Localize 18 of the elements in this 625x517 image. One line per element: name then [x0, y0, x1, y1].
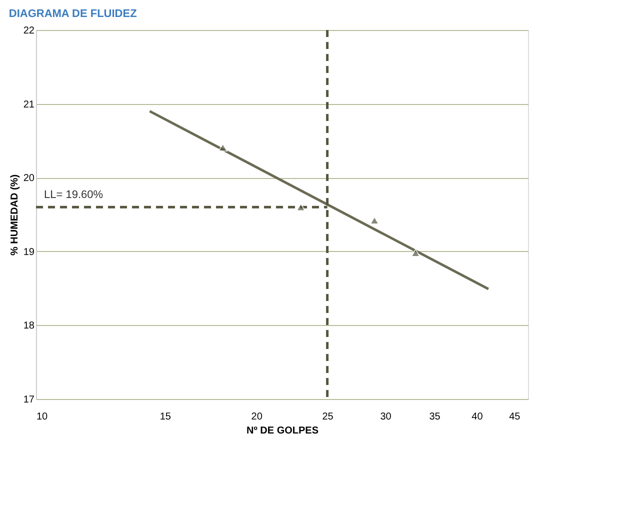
- y-tick-label: 21: [23, 99, 35, 110]
- y-tick-label: 19: [23, 246, 35, 258]
- y-axis-title: % HUMEDAD (%): [9, 174, 20, 256]
- x-axis-title: Nº DE GOLPES: [246, 426, 319, 436]
- x-tick-label: 10: [36, 412, 48, 422]
- x-tick-label: 30: [380, 412, 392, 422]
- x-tick-label: 35: [429, 412, 441, 422]
- x-tick-label: 25: [322, 412, 334, 422]
- y-tick-label: 17: [23, 394, 35, 406]
- y-tick-label: 22: [23, 26, 35, 36]
- x-tick-label: 20: [251, 412, 263, 422]
- ref-line-label: LL= 19.60%: [44, 189, 104, 202]
- chart-title: DIAGRAMA DE FLUIDEZ: [8, 8, 138, 20]
- x-tick-label: 45: [509, 412, 521, 422]
- x-tick-label: 15: [160, 412, 172, 422]
- y-tick-label: 20: [23, 173, 35, 184]
- x-tick-label: 40: [472, 412, 484, 422]
- y-tick-label: 18: [23, 320, 35, 332]
